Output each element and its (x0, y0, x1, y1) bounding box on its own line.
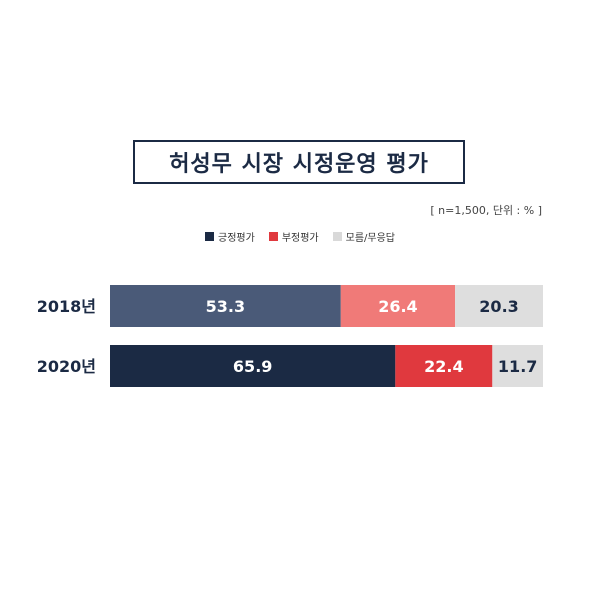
legend-item-unknown: 모름/무응답 (332, 229, 395, 244)
legend-item-positive: 긍정평가 (205, 229, 255, 244)
data-label-negative: 22.4 (424, 357, 463, 376)
bar-segment-unknown (455, 285, 543, 327)
bar-segment-unknown (492, 345, 543, 387)
legend-label-unknown: 모름/무응답 (345, 233, 395, 244)
legend-swatch-positive (205, 232, 214, 241)
data-label-unknown: 20.3 (479, 297, 518, 316)
data-label-negative: 26.4 (378, 297, 417, 316)
category-label: 2018년 (37, 297, 96, 316)
bar-segment-negative (340, 285, 456, 327)
bar-segment-positive (110, 285, 341, 327)
legend: 긍정평가 부정평가 모름/무응답 (0, 229, 600, 244)
legend-label-negative: 부정평가 (281, 233, 319, 244)
legend-label-positive: 긍정평가 (218, 233, 255, 244)
category-label: 2020년 (37, 357, 96, 376)
legend-swatch-negative (268, 232, 278, 241)
bar-segment-positive (110, 345, 396, 387)
legend-swatch-unknown (332, 232, 342, 241)
data-label-positive: 65.9 (233, 357, 272, 376)
data-label-unknown: 11.7 (498, 357, 537, 376)
legend-item-negative: 부정평가 (268, 229, 319, 244)
sample-note: [ n=1,500, 단위 : % ] (430, 204, 542, 217)
bar-segment-negative (395, 345, 493, 387)
data-label-positive: 53.3 (206, 297, 245, 316)
chart-title: 허성무 시장 시정운영 평가 (133, 140, 465, 184)
